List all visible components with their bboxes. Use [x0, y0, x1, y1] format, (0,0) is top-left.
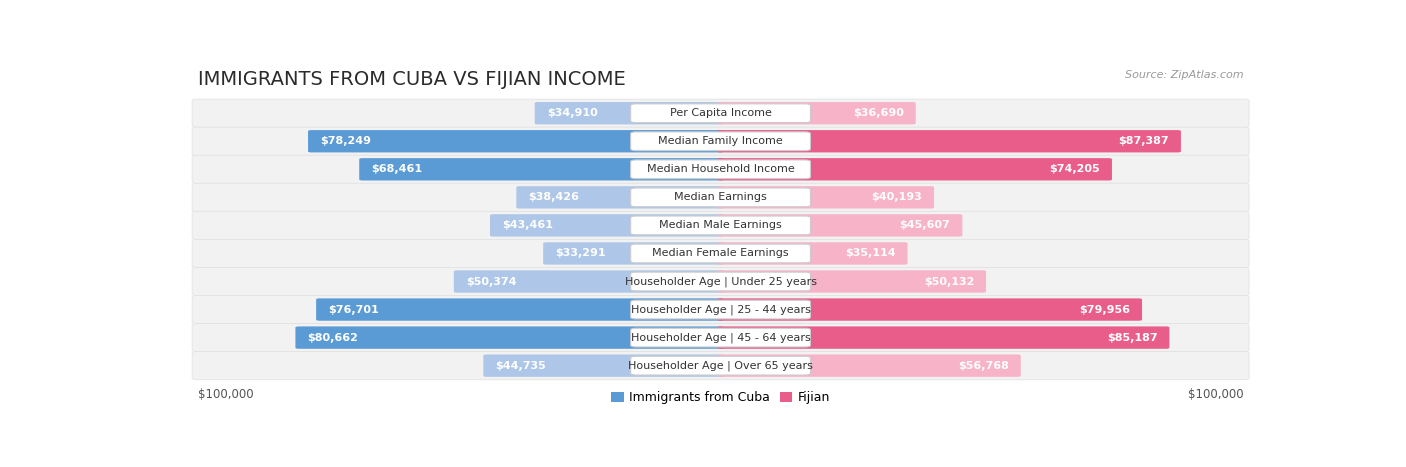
Text: $38,426: $38,426: [529, 192, 579, 202]
FancyBboxPatch shape: [193, 324, 1249, 352]
Text: Householder Age | 25 - 44 years: Householder Age | 25 - 44 years: [631, 304, 810, 315]
FancyBboxPatch shape: [717, 158, 1112, 180]
Text: $74,205: $74,205: [1049, 164, 1099, 174]
FancyBboxPatch shape: [534, 102, 724, 124]
FancyBboxPatch shape: [308, 130, 724, 152]
FancyBboxPatch shape: [717, 354, 1021, 377]
FancyBboxPatch shape: [717, 242, 907, 265]
FancyBboxPatch shape: [631, 132, 810, 151]
FancyBboxPatch shape: [631, 244, 810, 263]
FancyBboxPatch shape: [631, 272, 810, 291]
FancyBboxPatch shape: [193, 296, 1249, 324]
Text: $79,956: $79,956: [1078, 304, 1130, 315]
Text: Householder Age | Under 25 years: Householder Age | Under 25 years: [624, 276, 817, 287]
FancyBboxPatch shape: [717, 130, 1181, 152]
FancyBboxPatch shape: [295, 326, 724, 349]
Text: $34,910: $34,910: [547, 108, 598, 118]
FancyBboxPatch shape: [491, 214, 724, 237]
Text: $56,768: $56,768: [957, 361, 1008, 371]
FancyBboxPatch shape: [516, 186, 724, 209]
Text: Median Household Income: Median Household Income: [647, 164, 794, 174]
FancyBboxPatch shape: [484, 354, 724, 377]
FancyBboxPatch shape: [717, 270, 986, 293]
Text: $85,187: $85,187: [1107, 333, 1157, 343]
FancyBboxPatch shape: [454, 270, 724, 293]
Text: $68,461: $68,461: [371, 164, 422, 174]
FancyBboxPatch shape: [543, 242, 724, 265]
Text: $100,000: $100,000: [197, 388, 253, 401]
Text: $80,662: $80,662: [308, 333, 359, 343]
Text: $50,132: $50,132: [924, 276, 974, 286]
FancyBboxPatch shape: [193, 268, 1249, 296]
Text: Median Family Income: Median Family Income: [658, 136, 783, 146]
FancyBboxPatch shape: [193, 99, 1249, 127]
Text: $40,193: $40,193: [872, 192, 922, 202]
Text: Median Female Earnings: Median Female Earnings: [652, 248, 789, 258]
Text: Per Capita Income: Per Capita Income: [669, 108, 772, 118]
Text: Median Earnings: Median Earnings: [675, 192, 766, 202]
Legend: Immigrants from Cuba, Fijian: Immigrants from Cuba, Fijian: [606, 386, 835, 410]
FancyBboxPatch shape: [316, 298, 724, 321]
Text: IMMIGRANTS FROM CUBA VS FIJIAN INCOME: IMMIGRANTS FROM CUBA VS FIJIAN INCOME: [197, 71, 626, 89]
FancyBboxPatch shape: [717, 298, 1142, 321]
Text: $100,000: $100,000: [1188, 388, 1244, 401]
FancyBboxPatch shape: [631, 216, 810, 235]
FancyBboxPatch shape: [193, 352, 1249, 380]
FancyBboxPatch shape: [193, 211, 1249, 240]
FancyBboxPatch shape: [193, 155, 1249, 184]
FancyBboxPatch shape: [631, 328, 810, 347]
Text: $36,690: $36,690: [853, 108, 904, 118]
Text: $87,387: $87,387: [1118, 136, 1168, 146]
Text: Source: ZipAtlas.com: Source: ZipAtlas.com: [1125, 71, 1244, 80]
FancyBboxPatch shape: [193, 183, 1249, 212]
Text: $78,249: $78,249: [321, 136, 371, 146]
FancyBboxPatch shape: [360, 158, 724, 180]
FancyBboxPatch shape: [631, 104, 810, 122]
FancyBboxPatch shape: [631, 300, 810, 319]
FancyBboxPatch shape: [631, 188, 810, 207]
Text: $44,735: $44,735: [495, 361, 546, 371]
Text: $45,607: $45,607: [900, 220, 950, 230]
FancyBboxPatch shape: [193, 127, 1249, 156]
FancyBboxPatch shape: [717, 326, 1170, 349]
FancyBboxPatch shape: [717, 186, 934, 209]
FancyBboxPatch shape: [631, 160, 810, 179]
Text: Median Male Earnings: Median Male Earnings: [659, 220, 782, 230]
Text: Householder Age | 45 - 64 years: Householder Age | 45 - 64 years: [631, 333, 810, 343]
Text: $33,291: $33,291: [555, 248, 606, 258]
Text: $76,701: $76,701: [328, 304, 378, 315]
Text: Householder Age | Over 65 years: Householder Age | Over 65 years: [628, 361, 813, 371]
FancyBboxPatch shape: [717, 102, 915, 124]
Text: $50,374: $50,374: [465, 276, 516, 286]
Text: $35,114: $35,114: [845, 248, 896, 258]
FancyBboxPatch shape: [717, 214, 962, 237]
Text: $43,461: $43,461: [502, 220, 553, 230]
FancyBboxPatch shape: [193, 239, 1249, 268]
FancyBboxPatch shape: [631, 356, 810, 375]
